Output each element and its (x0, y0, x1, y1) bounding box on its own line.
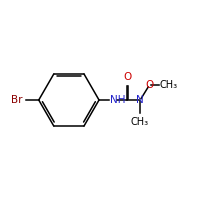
Text: Br: Br (11, 95, 22, 105)
Text: O: O (146, 80, 154, 90)
Text: CH₃: CH₃ (160, 80, 178, 90)
Text: NH: NH (110, 95, 126, 105)
Text: CH₃: CH₃ (131, 117, 149, 127)
Text: N: N (136, 95, 144, 105)
Text: O: O (123, 72, 132, 82)
